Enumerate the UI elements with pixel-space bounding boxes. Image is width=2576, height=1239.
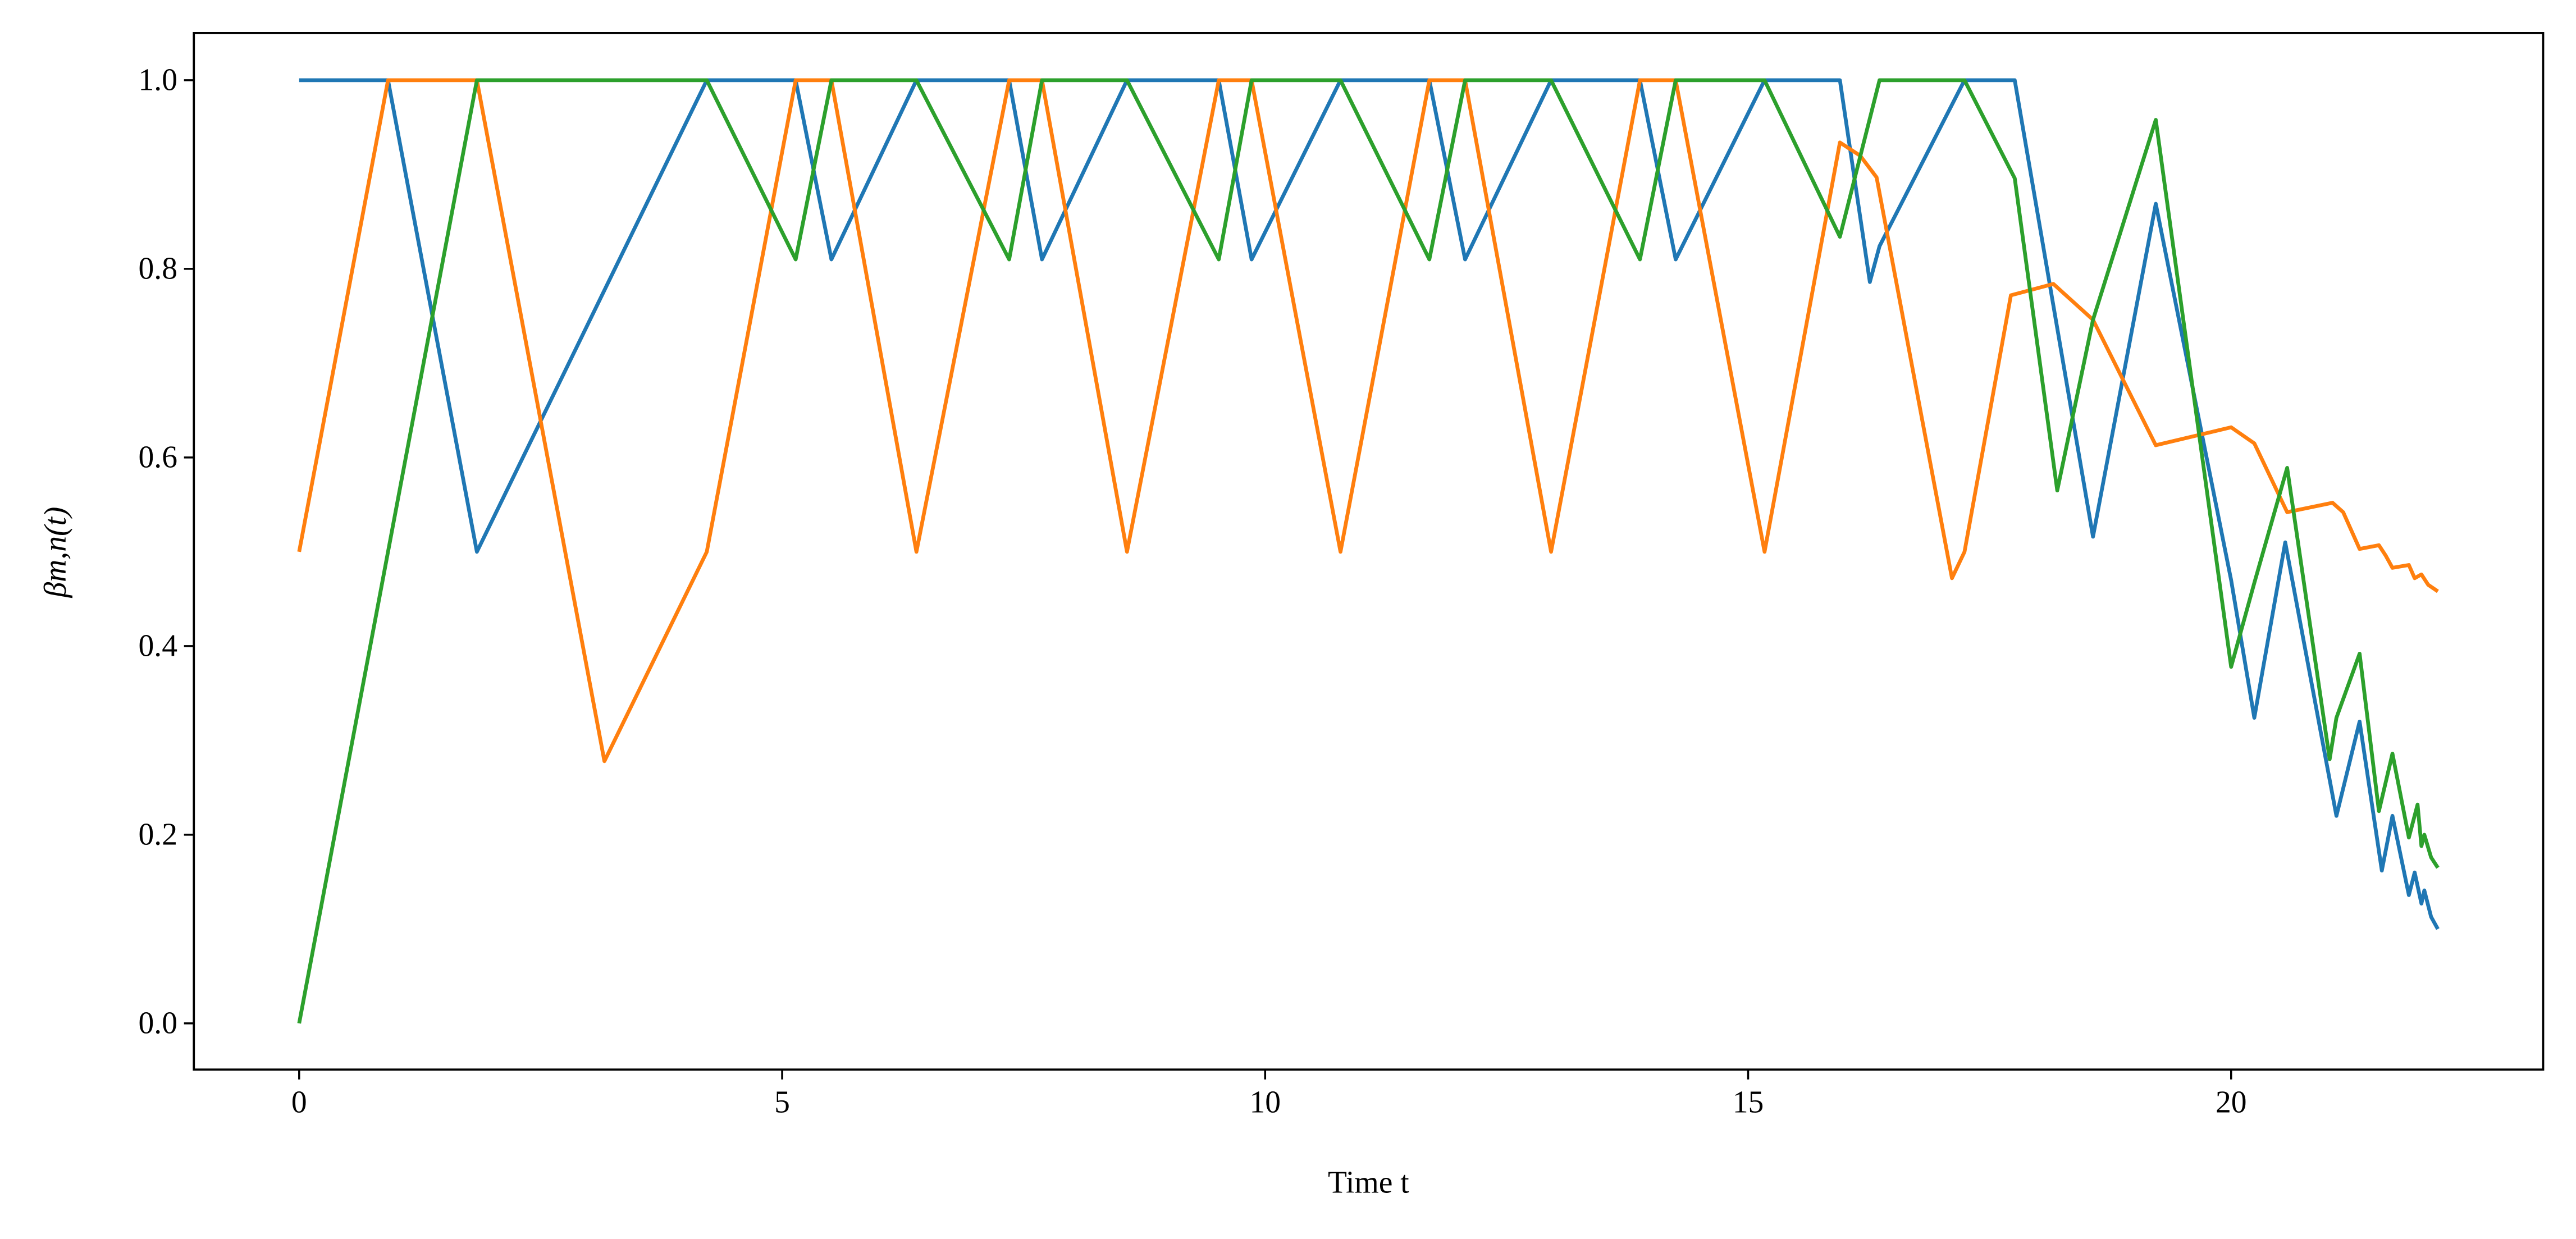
series-line <box>297 78 2440 1024</box>
y-tick-label: 0.8 <box>139 251 177 286</box>
x-axis-label: Time t <box>1328 1165 1409 1200</box>
series-line <box>299 78 2440 930</box>
y-tick-label: 0.0 <box>139 1005 177 1040</box>
x-tick-label: 20 <box>2216 1085 2247 1119</box>
x-tick-label: 0 <box>291 1085 307 1119</box>
y-tick-label: 0.4 <box>139 628 177 663</box>
x-tick-label: 15 <box>1733 1085 1764 1119</box>
y-axis-label: βm,n(t) <box>38 507 73 598</box>
x-tick-label: 10 <box>1249 1085 1281 1119</box>
plot-frame <box>193 32 2545 1071</box>
y-tick-label: 1.0 <box>139 62 177 97</box>
x-tick-label: 5 <box>774 1085 790 1119</box>
y-tick-label: 0.6 <box>139 440 177 474</box>
y-tick-label: 0.2 <box>139 817 177 852</box>
